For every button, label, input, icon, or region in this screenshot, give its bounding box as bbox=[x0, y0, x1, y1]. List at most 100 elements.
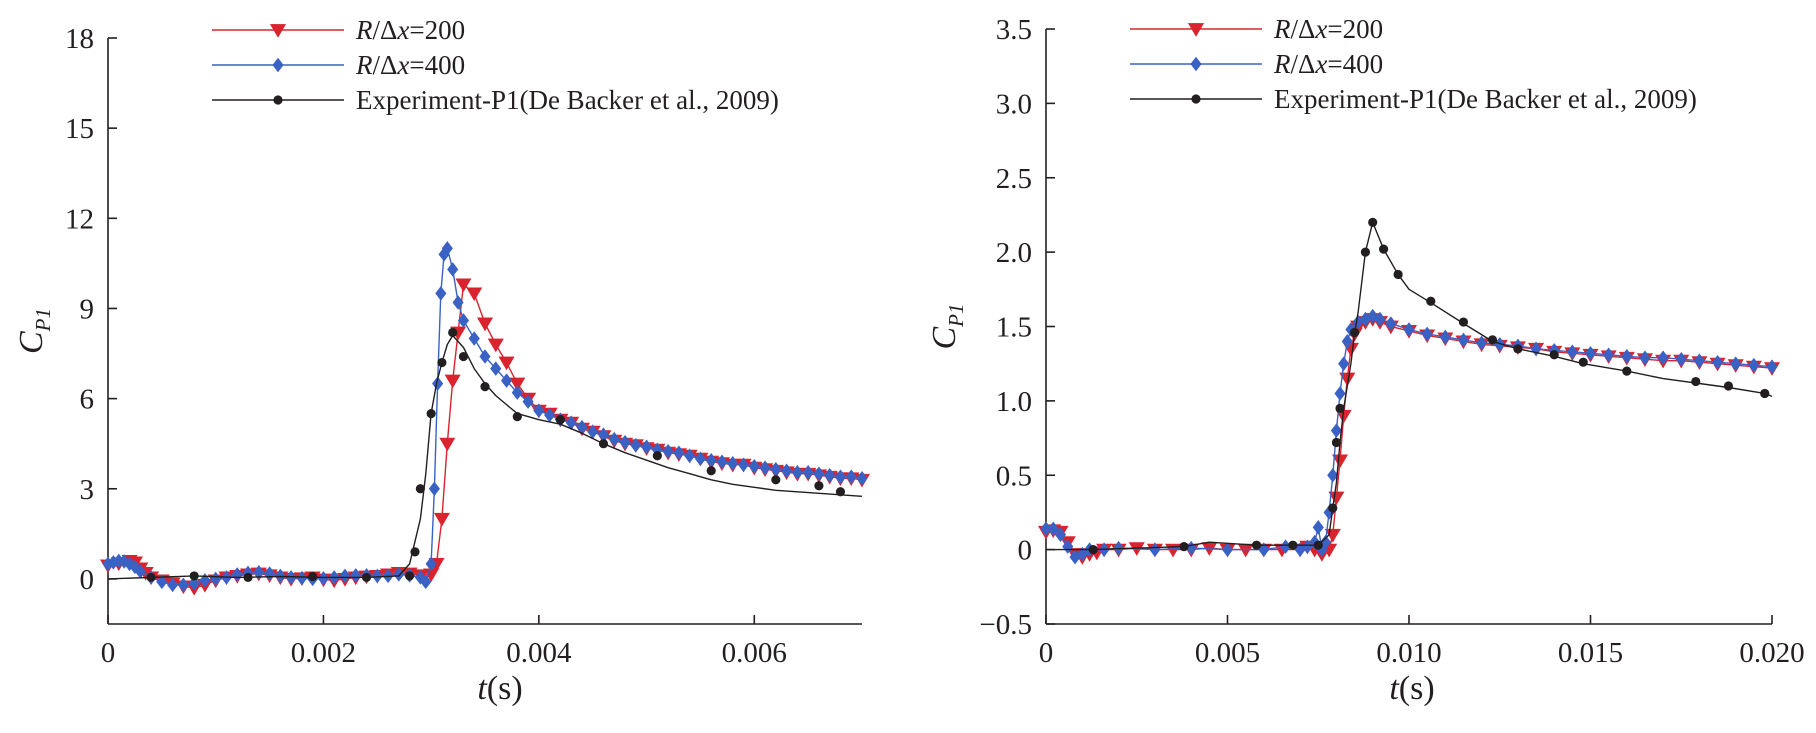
right-data-point bbox=[1088, 545, 1098, 555]
left-data-point bbox=[716, 454, 728, 469]
right-legend-marker bbox=[1191, 94, 1201, 104]
right-data-point bbox=[1711, 354, 1724, 370]
right-data-point bbox=[1549, 350, 1559, 360]
right-data-point bbox=[1319, 534, 1332, 550]
left-data-point bbox=[500, 373, 513, 388]
left-data-point bbox=[435, 286, 447, 301]
left-data-point bbox=[439, 437, 456, 452]
left-data-point bbox=[511, 385, 523, 400]
left-data-point bbox=[608, 431, 620, 447]
left-data-point bbox=[308, 571, 318, 582]
left-data-point bbox=[533, 403, 545, 418]
left-data-point bbox=[640, 439, 653, 454]
left-data-point bbox=[476, 317, 494, 332]
left-data-point bbox=[479, 349, 491, 364]
left-y-axis-label: CP1 bbox=[13, 308, 55, 354]
left-data-point bbox=[748, 458, 760, 474]
left-data-point bbox=[405, 571, 415, 581]
right-legend-label: R/Δx=400 bbox=[1273, 49, 1383, 79]
left-data-point bbox=[146, 572, 156, 583]
left-data-point bbox=[350, 568, 362, 583]
left-data-point bbox=[167, 577, 179, 593]
right-data-point bbox=[1639, 350, 1651, 365]
left-data-point bbox=[791, 464, 803, 480]
left-legend-label: R/Δx=400 bbox=[355, 50, 465, 80]
right-data-point bbox=[1288, 540, 1298, 550]
right-data-point bbox=[1221, 542, 1234, 557]
left-data-point bbox=[296, 570, 308, 586]
left-data-point bbox=[737, 457, 750, 472]
left-data-point bbox=[420, 574, 432, 590]
right-data-point bbox=[1054, 527, 1067, 543]
right-data-point bbox=[1748, 357, 1760, 373]
right-data-point bbox=[1513, 344, 1523, 354]
left-data-point bbox=[371, 568, 383, 584]
right-data-point bbox=[1339, 372, 1356, 387]
left-data-point bbox=[432, 376, 444, 391]
left-x-tick-label: 0.002 bbox=[291, 637, 356, 669]
left-data-point bbox=[727, 455, 739, 471]
left-data-point bbox=[856, 470, 868, 486]
right-y-tick-label: 0 bbox=[1018, 535, 1033, 567]
right-data-point bbox=[1237, 543, 1254, 558]
left-y-tick-label: 9 bbox=[80, 293, 95, 325]
right-data-point bbox=[1313, 540, 1323, 550]
left-series-triangle-down bbox=[99, 278, 871, 596]
left-data-point bbox=[458, 351, 469, 362]
left-data-point bbox=[457, 313, 470, 328]
left-data-point bbox=[317, 571, 330, 586]
right-data-point bbox=[1330, 423, 1342, 438]
left-data-point bbox=[630, 437, 642, 453]
left-data-point bbox=[480, 381, 490, 392]
left-data-point bbox=[361, 572, 372, 583]
left-data-point bbox=[555, 415, 566, 425]
right-data-point bbox=[1476, 335, 1488, 351]
left-data-point bbox=[444, 374, 461, 389]
right-data-point bbox=[1421, 326, 1433, 342]
left-data-point bbox=[512, 412, 522, 422]
left-data-point bbox=[705, 452, 717, 468]
left-data-point bbox=[231, 567, 243, 582]
right-series-line bbox=[1046, 221, 1773, 551]
right-data-point bbox=[1328, 491, 1345, 506]
right-data-point bbox=[1332, 454, 1349, 469]
left-data-point bbox=[426, 409, 436, 419]
left-data-point bbox=[781, 463, 793, 478]
left-x-tick-label: 0.004 bbox=[506, 637, 572, 669]
right-data-point bbox=[1334, 386, 1346, 401]
left-data-point bbox=[706, 466, 716, 476]
left-x-axis-label: t(s) bbox=[477, 670, 522, 707]
left-data-point bbox=[824, 467, 836, 483]
chart-right: 0 0.005 0.010 0.015 0.020−0.500.51.01.52.02.… bbox=[926, 14, 1805, 707]
left-series-line bbox=[107, 247, 863, 586]
left-data-point bbox=[673, 445, 685, 460]
left-data-point bbox=[156, 574, 168, 590]
right-y-tick-label: 2.5 bbox=[996, 163, 1032, 195]
right-data-point bbox=[1393, 269, 1403, 280]
left-y-tick-label: 6 bbox=[80, 384, 95, 416]
right-legend-marker bbox=[1187, 23, 1205, 37]
left-data-point bbox=[466, 287, 483, 302]
right-data-point bbox=[1566, 344, 1578, 360]
right-data-point bbox=[1360, 247, 1371, 257]
left-data-point bbox=[759, 460, 771, 475]
left-data-point bbox=[437, 357, 447, 368]
right-data-point bbox=[1691, 376, 1701, 387]
right-data-point bbox=[1675, 351, 1687, 367]
right-data-point bbox=[1622, 366, 1632, 376]
left-legend-marker bbox=[269, 24, 287, 38]
left-legend-marker bbox=[273, 95, 283, 105]
left-data-point bbox=[455, 278, 472, 293]
left-x-tick-label: 0 bbox=[101, 637, 116, 669]
right-data-point bbox=[1327, 467, 1339, 483]
left-data-point bbox=[441, 241, 453, 256]
right-data-point bbox=[1403, 322, 1415, 337]
left-data-point bbox=[652, 451, 662, 461]
left-data-point bbox=[619, 434, 631, 450]
right-data-point bbox=[1349, 327, 1360, 338]
left-legend-marker bbox=[272, 57, 284, 73]
left-data-point bbox=[468, 331, 480, 346]
right-data-point bbox=[1328, 503, 1338, 513]
left-y-tick-label: 0 bbox=[80, 564, 95, 596]
left-y-tick-label: 3 bbox=[80, 474, 95, 506]
